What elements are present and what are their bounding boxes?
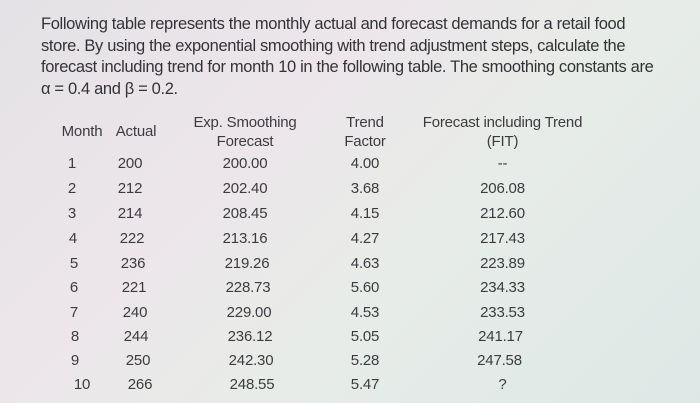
cell-actual: 266	[127, 376, 153, 393]
cell-forecast: 202.40	[222, 180, 268, 197]
cell-forecast: 236.12	[227, 328, 273, 345]
cell-month: 9	[70, 352, 80, 369]
cell-trend: 5.47	[350, 376, 380, 393]
cell-actual: 200	[117, 155, 143, 172]
cell-month: 2	[67, 180, 77, 197]
cell-month: 7	[69, 304, 79, 321]
cell-forecast: 208.45	[222, 205, 268, 222]
cell-forecast: 242.30	[228, 352, 274, 369]
cell-actual: 222	[119, 230, 145, 247]
cell-trend: 3.68	[350, 180, 380, 197]
header-month: Month	[61, 123, 103, 140]
cell-month: 4	[68, 230, 78, 247]
cell-fit: 206.08	[480, 180, 525, 197]
cell-trend: 5.60	[350, 279, 380, 296]
cell-forecast: 229.00	[226, 304, 272, 321]
header-fit-line2: (FIT)	[486, 133, 519, 150]
cell-trend: 5.28	[350, 352, 380, 369]
header-trend-line1: Trend	[346, 114, 384, 131]
header-exp-line2: Forecast	[216, 133, 274, 150]
cell-actual: 244	[123, 328, 149, 345]
cell-actual: 221	[121, 279, 147, 296]
cell-forecast: 200.00	[222, 155, 268, 172]
cell-trend: 4.53	[350, 304, 380, 321]
cell-trend: 4.15	[350, 205, 380, 222]
cell-fit-unknown: ?	[498, 376, 507, 393]
cell-actual: 250	[125, 352, 151, 369]
header-exp-line1: Exp. Smoothing	[193, 114, 297, 131]
cell-fit: 247.58	[477, 352, 522, 369]
problem-statement: Following table represents the monthly a…	[41, 14, 661, 100]
cell-month: 5	[69, 255, 79, 272]
cell-forecast: 213.16	[222, 230, 268, 247]
cell-fit: 241.17	[478, 328, 523, 345]
cell-trend: 4.00	[350, 155, 380, 172]
header-trend-line2: Factor	[344, 133, 386, 150]
header-actual: Actual	[115, 123, 157, 140]
cell-fit: 217.43	[480, 230, 525, 247]
cell-month: 6	[69, 279, 79, 296]
problem-text: Following table represents the monthly a…	[41, 15, 654, 98]
cell-fit: 223.89	[480, 255, 525, 272]
cell-fit: 233.53	[480, 304, 525, 321]
cell-actual: 240	[122, 304, 148, 321]
cell-trend: 5.05	[350, 328, 380, 345]
cell-month: 1	[67, 155, 77, 172]
cell-actual: 236	[120, 255, 146, 272]
cell-month: 8	[70, 328, 80, 345]
header-fit-line1: Forecast including Trend	[422, 114, 583, 131]
cell-month: 10	[73, 376, 91, 393]
cell-fit: --	[497, 155, 508, 172]
cell-fit: 212.60	[480, 205, 525, 222]
cell-month: 3	[67, 205, 77, 222]
cell-actual: 214	[117, 205, 143, 222]
cell-fit: 234.33	[480, 279, 525, 296]
cell-trend: 4.63	[350, 255, 380, 272]
cell-actual: 212	[117, 180, 143, 197]
cell-forecast: 228.73	[225, 279, 271, 296]
cell-forecast: 248.55	[229, 376, 275, 393]
cell-trend: 4.27	[350, 230, 380, 247]
cell-forecast: 219.26	[224, 255, 270, 272]
